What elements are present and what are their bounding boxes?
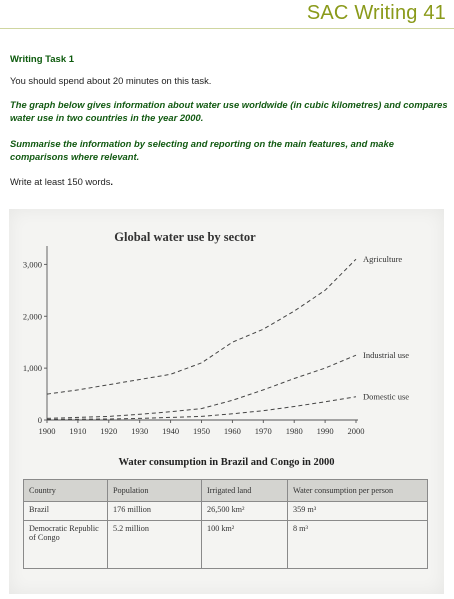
header-water-per-person: Water consumption per person bbox=[287, 479, 428, 502]
x-tick-label: 2000 bbox=[348, 426, 365, 436]
x-tick-label: 1940 bbox=[162, 426, 179, 436]
x-tick-label: 1980 bbox=[286, 426, 303, 436]
y-tick-label: 0 bbox=[38, 415, 42, 425]
cell-population: 176 million bbox=[107, 501, 202, 521]
header-population: Population bbox=[107, 479, 202, 502]
x-tick-label: 1970 bbox=[255, 426, 272, 436]
table-row: Democratic Republic of Congo 5.2 million… bbox=[23, 520, 428, 569]
x-tick-label: 1930 bbox=[131, 426, 148, 436]
cell-water-per-person: 8 m³ bbox=[287, 520, 428, 569]
cell-country: Democratic Republic of Congo bbox=[23, 520, 108, 569]
chart-title: Global water use by sector bbox=[114, 230, 256, 244]
x-tick-label: 1950 bbox=[193, 426, 210, 436]
x-tick-label: 1960 bbox=[224, 426, 241, 436]
header-divider bbox=[0, 28, 454, 29]
x-tick-label: 1900 bbox=[39, 426, 56, 436]
cell-country: Brazil bbox=[23, 501, 108, 521]
table-header-row: Country Population Irrigated land Water … bbox=[23, 479, 428, 502]
page-header-title: SAC Writing 41 bbox=[306, 2, 446, 24]
x-tick-label: 1920 bbox=[100, 426, 117, 436]
y-tick-label: 2,000 bbox=[23, 311, 42, 321]
series-line-industrial-use bbox=[46, 354, 357, 419]
header-country: Country bbox=[23, 479, 108, 502]
water-use-chart: Global water use by sector 0 1,000 2,000 3,0… bbox=[23, 230, 409, 436]
cell-irrigated-land: 26,500 km² bbox=[201, 501, 288, 521]
x-tick-label: 1990 bbox=[317, 426, 334, 436]
series-line-domestic-use bbox=[46, 396, 357, 420]
water-consumption-table: Country Population Irrigated land Water … bbox=[23, 479, 428, 569]
series-line-agriculture bbox=[46, 258, 357, 395]
y-tick-label: 1,000 bbox=[23, 363, 42, 373]
word-count-note: Write at least 150 words. bbox=[10, 175, 450, 188]
time-note: You should spend about 20 minutes on thi… bbox=[10, 75, 212, 86]
cell-population: 5.2 million bbox=[107, 520, 202, 569]
series-label-agriculture: Agriculture bbox=[363, 254, 402, 264]
word-count-text: Write at least 150 words bbox=[10, 176, 111, 187]
cell-water-per-person: 359 m³ bbox=[287, 501, 428, 521]
cell-irrigated-land: 100 km² bbox=[201, 520, 288, 569]
series-label-domestic-use: Domestic use bbox=[363, 392, 409, 402]
task-heading: Writing Task 1 bbox=[10, 54, 75, 65]
task-intro: The graph below gives information about … bbox=[10, 99, 448, 123]
task-instruction: Summarise the information by selecting a… bbox=[10, 138, 394, 162]
y-tick-label: 3,000 bbox=[23, 259, 42, 269]
task-figure: Global water use by sector 0 1,000 2,000 3,0… bbox=[9, 209, 444, 594]
series-label-industrial-use: Industrial use bbox=[363, 350, 409, 360]
x-tick-label: 1910 bbox=[69, 426, 86, 436]
table-title: Water consumption in Brazil and Congo in… bbox=[118, 457, 335, 468]
word-count-period: . bbox=[110, 176, 114, 187]
table-row: Brazil 176 million 26,500 km² 359 m³ bbox=[23, 501, 428, 521]
header-irrigated-land: Irrigated land bbox=[201, 479, 288, 502]
